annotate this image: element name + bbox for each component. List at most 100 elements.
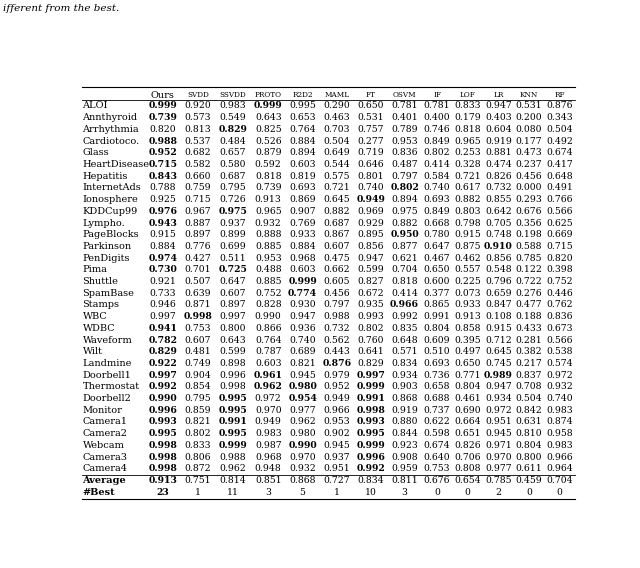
Text: 0.833: 0.833 <box>185 441 211 450</box>
Text: ifferent from the best.: ifferent from the best. <box>3 4 120 13</box>
Text: 0.970: 0.970 <box>289 453 316 462</box>
Text: 0.934: 0.934 <box>485 394 512 403</box>
Text: 0.673: 0.673 <box>547 324 573 333</box>
Text: 0.631: 0.631 <box>516 417 542 427</box>
Text: LR: LR <box>493 91 504 99</box>
Text: 0.732: 0.732 <box>485 183 512 193</box>
Text: 0.932: 0.932 <box>547 382 573 391</box>
Text: 0.808: 0.808 <box>454 464 481 473</box>
Text: 0.802: 0.802 <box>358 324 384 333</box>
Text: 0.882: 0.882 <box>391 219 418 228</box>
Text: 3: 3 <box>402 488 408 496</box>
Text: SpamBase: SpamBase <box>83 289 134 298</box>
Text: 0.660: 0.660 <box>185 172 211 181</box>
Text: 0.571: 0.571 <box>391 347 418 356</box>
Text: 0.834: 0.834 <box>358 476 384 485</box>
Text: 0.739: 0.739 <box>148 113 177 122</box>
Text: 0.874: 0.874 <box>547 417 573 427</box>
Text: 0.643: 0.643 <box>220 336 246 345</box>
Text: 0.575: 0.575 <box>324 172 350 181</box>
Text: 0.715: 0.715 <box>547 242 573 251</box>
Text: 0.356: 0.356 <box>516 219 542 228</box>
Text: 0.757: 0.757 <box>358 125 384 134</box>
Text: WDBC: WDBC <box>83 324 115 333</box>
Text: 0.682: 0.682 <box>184 148 211 157</box>
Text: 0.907: 0.907 <box>289 207 316 216</box>
Text: 0.801: 0.801 <box>358 172 384 181</box>
Text: 0.277: 0.277 <box>358 136 384 145</box>
Text: 0.676: 0.676 <box>424 476 451 485</box>
Text: 0.921: 0.921 <box>149 277 176 286</box>
Text: 0.818: 0.818 <box>391 277 418 286</box>
Text: 0.971: 0.971 <box>485 441 512 450</box>
Text: 0.795: 0.795 <box>184 394 211 403</box>
Text: 0.573: 0.573 <box>185 113 211 122</box>
Text: 0.414: 0.414 <box>424 160 451 169</box>
Text: 0.913: 0.913 <box>148 476 177 485</box>
Text: 0.952: 0.952 <box>148 148 177 157</box>
Text: Thermostat: Thermostat <box>83 382 140 391</box>
Text: 0.970: 0.970 <box>485 453 512 462</box>
Text: 0.715: 0.715 <box>148 160 177 169</box>
Text: 0.932: 0.932 <box>255 219 282 228</box>
Text: MAML: MAML <box>324 91 349 99</box>
Text: 0.703: 0.703 <box>324 125 350 134</box>
Text: 0.813: 0.813 <box>184 125 211 134</box>
Text: Pima: Pima <box>83 265 108 274</box>
Text: 0.785: 0.785 <box>516 254 542 262</box>
Text: 0.998: 0.998 <box>148 464 177 473</box>
Text: 0.953: 0.953 <box>255 254 282 262</box>
Text: 0.693: 0.693 <box>289 183 316 193</box>
Text: 0.882: 0.882 <box>324 207 350 216</box>
Text: Camera1: Camera1 <box>83 417 127 427</box>
Text: 0.975: 0.975 <box>391 207 418 216</box>
Text: 0.403: 0.403 <box>485 113 512 122</box>
Text: 0.980: 0.980 <box>288 382 317 391</box>
Text: 0.343: 0.343 <box>547 113 573 122</box>
Text: 0.293: 0.293 <box>516 195 543 204</box>
Text: 0.997: 0.997 <box>356 371 385 379</box>
Text: PenDigits: PenDigits <box>83 254 130 262</box>
Text: 0.774: 0.774 <box>288 289 317 298</box>
Text: 0.488: 0.488 <box>255 265 282 274</box>
Text: 0.915: 0.915 <box>454 230 481 239</box>
Text: Doorbell1: Doorbell1 <box>83 371 131 379</box>
Text: 0.802: 0.802 <box>390 183 419 193</box>
Text: 0.725: 0.725 <box>219 265 248 274</box>
Text: 0.401: 0.401 <box>391 113 418 122</box>
Text: 0.968: 0.968 <box>289 254 316 262</box>
Text: FT: FT <box>366 91 376 99</box>
Text: 0.639: 0.639 <box>184 289 211 298</box>
Text: 0.979: 0.979 <box>324 371 350 379</box>
Text: 0.913: 0.913 <box>454 312 481 321</box>
Text: 0.835: 0.835 <box>391 324 418 333</box>
Text: 0.433: 0.433 <box>516 324 542 333</box>
Text: 0.800: 0.800 <box>516 453 542 462</box>
Text: 0.999: 0.999 <box>254 102 283 111</box>
Text: 0.884: 0.884 <box>289 242 316 251</box>
Text: 0.719: 0.719 <box>357 148 384 157</box>
Text: 0.881: 0.881 <box>485 148 512 157</box>
Text: 0.504: 0.504 <box>516 394 542 403</box>
Text: 0.642: 0.642 <box>485 207 512 216</box>
Text: 0.968: 0.968 <box>255 453 282 462</box>
Text: 0.947: 0.947 <box>485 102 512 111</box>
Text: 0.953: 0.953 <box>391 136 418 145</box>
Text: 0.932: 0.932 <box>289 464 316 473</box>
Text: 0.977: 0.977 <box>485 464 512 473</box>
Text: 0.819: 0.819 <box>289 172 316 181</box>
Text: Shuttle: Shuttle <box>83 277 118 286</box>
Text: 0.599: 0.599 <box>357 265 384 274</box>
Text: 0.972: 0.972 <box>255 394 282 403</box>
Text: 0.829: 0.829 <box>219 125 248 134</box>
Text: 0.865: 0.865 <box>424 300 451 310</box>
Text: 0.687: 0.687 <box>220 172 246 181</box>
Text: ALOI: ALOI <box>83 102 108 111</box>
Text: 0.997: 0.997 <box>149 312 176 321</box>
Text: 0.999: 0.999 <box>148 102 177 111</box>
Text: 0.915: 0.915 <box>485 324 512 333</box>
Text: 0.965: 0.965 <box>255 207 282 216</box>
Text: 0.802: 0.802 <box>184 429 211 438</box>
Text: 0.804: 0.804 <box>454 382 481 391</box>
Text: 0.653: 0.653 <box>289 113 316 122</box>
